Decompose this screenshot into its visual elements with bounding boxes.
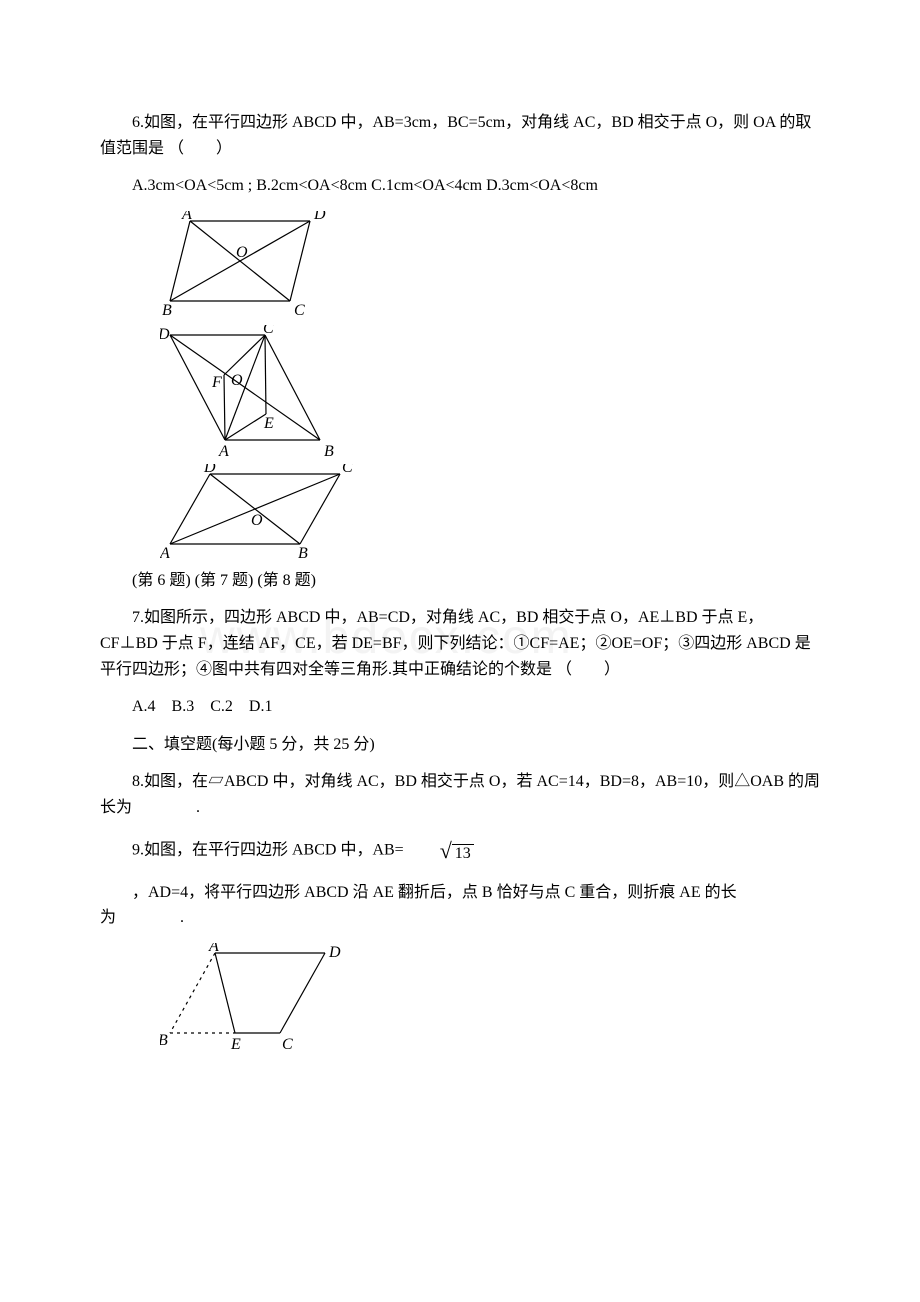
svg-text:C: C	[294, 302, 305, 319]
figure-7: D C A B O E F	[160, 325, 820, 460]
figure-8: D C A B O	[160, 464, 820, 564]
svg-text:F: F	[211, 374, 222, 391]
svg-text:O: O	[236, 244, 248, 261]
svg-text:A: A	[218, 443, 229, 460]
svg-text:A: A	[208, 943, 219, 955]
svg-text:B: B	[298, 545, 308, 562]
svg-text:B: B	[162, 302, 172, 319]
svg-text:A: A	[181, 211, 192, 223]
figure-9: A D B E C	[160, 943, 820, 1053]
q9-stem-part1: 9.如图，在平行四边形 ABCD 中，AB=	[132, 841, 404, 858]
q6-stem: 6.如图，在平行四边形 ABCD 中，AB=3cm，BC=5cm，对角线 AC，…	[100, 110, 820, 161]
caption-6-7-8: (第 6 题) (第 7 题) (第 8 题)	[100, 568, 820, 594]
svg-text:C: C	[282, 1036, 293, 1053]
q9-stem-line2: ，AD=4，将平行四边形 ABCD 沿 AE 翻折后，点 B 恰好与点 C 重合…	[100, 880, 820, 931]
svg-text:C: C	[263, 325, 274, 337]
svg-text:E: E	[230, 1036, 241, 1053]
svg-text:C: C	[342, 464, 353, 476]
sqrt-value: 13	[452, 844, 474, 862]
q6-options: A.3cm<OA<5cm ; B.2cm<OA<8cm C.1cm<OA<4cm…	[100, 173, 820, 199]
svg-text:D: D	[313, 211, 326, 223]
section-2-header: 二、填空题(每小题 5 分，共 25 分)	[100, 732, 820, 758]
svg-text:B: B	[160, 1032, 168, 1049]
svg-text:E: E	[263, 415, 274, 432]
q8-stem: 8.如图，在▱ABCD 中，对角线 AC，BD 相交于点 O，若 AC=14，B…	[100, 769, 820, 820]
sqrt-expression: √13	[404, 833, 478, 868]
q9-stem-line1: 9.如图，在平行四边形 ABCD 中，AB=√13	[100, 833, 820, 868]
q7-stem: 7.如图所示，四边形 ABCD 中，AB=CD，对角线 AC，BD 相交于点 O…	[100, 605, 820, 682]
svg-text:B: B	[324, 443, 334, 460]
figure-6: A D B C O	[160, 211, 820, 321]
svg-text:D: D	[160, 326, 170, 343]
svg-text:A: A	[160, 545, 170, 562]
svg-text:O: O	[231, 372, 243, 389]
q7-options: A.4 B.3 C.2 D.1	[100, 694, 820, 720]
svg-text:D: D	[328, 944, 341, 961]
svg-text:D: D	[203, 464, 216, 476]
svg-text:O: O	[251, 512, 263, 529]
